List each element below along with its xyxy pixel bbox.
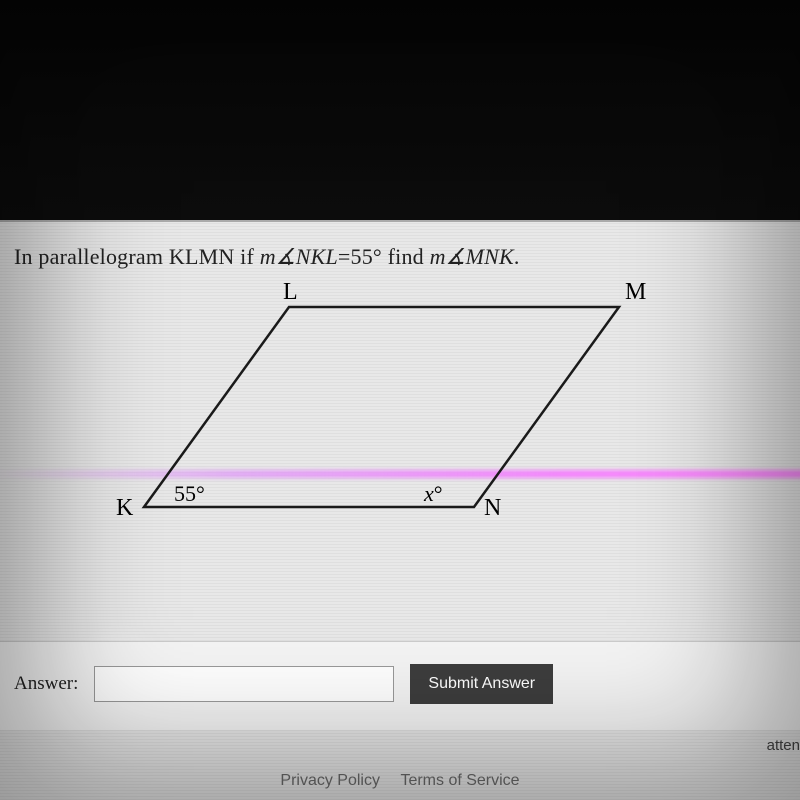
question-angle1: m∡NKL xyxy=(260,244,338,269)
tos-link[interactable]: Terms of Service xyxy=(400,772,519,789)
angle-label-n: x° xyxy=(424,481,443,507)
question-eq: =55° xyxy=(338,244,382,269)
footer-links: Privacy Policy Terms of Service xyxy=(0,772,800,790)
vertex-label-m: M xyxy=(625,279,646,306)
question-text: In parallelogram KLMN if m∡NKL=55° find … xyxy=(14,240,786,273)
submit-button[interactable]: Submit Answer xyxy=(410,664,553,704)
parallelogram-svg xyxy=(74,297,674,537)
answer-label: Answer: xyxy=(14,673,78,695)
vertex-label-n: N xyxy=(484,495,501,522)
vertex-label-l: L xyxy=(283,279,298,306)
answer-input[interactable] xyxy=(94,666,394,702)
attempt-hint: atten xyxy=(767,737,800,754)
question-angle2: m∡MNK xyxy=(430,244,514,269)
question-prefix: In parallelogram KLMN if xyxy=(14,244,260,269)
vertex-label-k: K xyxy=(116,495,133,522)
camera-black-bar xyxy=(0,0,800,220)
angle-label-k: 55° xyxy=(174,481,205,507)
answer-section: Answer: Submit Answer atten xyxy=(0,641,800,730)
privacy-link[interactable]: Privacy Policy xyxy=(280,772,380,789)
question-mid: find xyxy=(382,244,430,269)
question-suffix: . xyxy=(514,244,520,269)
screen-content: In parallelogram KLMN if m∡NKL=55° find … xyxy=(0,220,800,800)
diagram-container: K L M N 55° x° xyxy=(14,297,786,557)
